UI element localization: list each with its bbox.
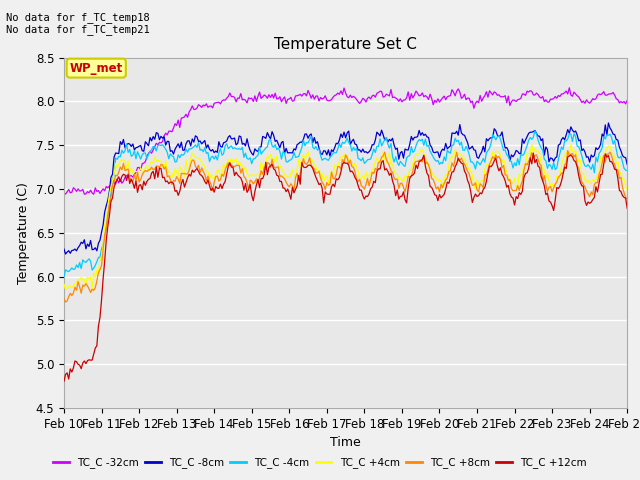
Legend: TC_C -32cm, TC_C -8cm, TC_C -4cm, TC_C +4cm, TC_C +8cm, TC_C +12cm: TC_C -32cm, TC_C -8cm, TC_C -4cm, TC_C +… [49,453,591,472]
Title: Temperature Set C: Temperature Set C [274,37,417,52]
Text: WP_met: WP_met [70,61,123,74]
Text: No data for f_TC_temp21: No data for f_TC_temp21 [6,24,150,35]
X-axis label: Time: Time [330,436,361,449]
Y-axis label: Temperature (C): Temperature (C) [17,182,30,284]
Text: No data for f_TC_temp18: No data for f_TC_temp18 [6,12,150,23]
